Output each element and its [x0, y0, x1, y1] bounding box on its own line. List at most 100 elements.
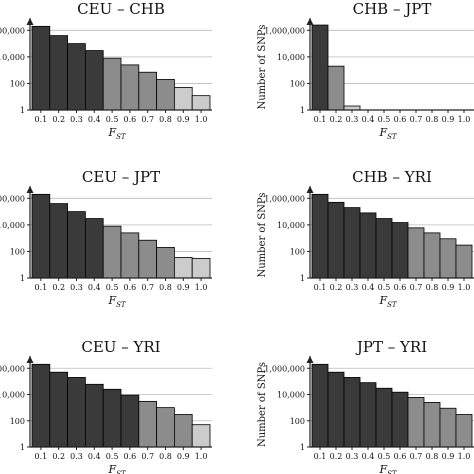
y-axis-arrow — [26, 18, 34, 25]
bar — [173, 87, 193, 111]
x-tick-label: 0.4 — [362, 283, 375, 292]
x-tick-label: 0.2 — [52, 115, 65, 124]
y-tick-label: 100 — [290, 417, 305, 426]
bar — [359, 382, 377, 448]
y-tick-label: 100 — [10, 79, 25, 88]
x-tick-label: 0.6 — [124, 452, 137, 461]
x-tick-label: 0.6 — [124, 115, 137, 124]
y-axis-arrow — [26, 186, 34, 193]
bar — [407, 397, 425, 448]
bar — [391, 391, 409, 448]
y-tick-label: 1,000,000 — [0, 364, 25, 373]
x-tick-label: 0.4 — [362, 452, 375, 461]
x-tick-label: 0.9 — [442, 115, 455, 124]
bar — [156, 79, 175, 111]
y-tick-label: 100 — [290, 247, 305, 256]
y-tick-label: 1 — [20, 106, 25, 115]
x-tick-label: 0.3 — [70, 115, 83, 124]
x-tick-label: 0.4 — [88, 452, 101, 461]
x-tick-label: 0.7 — [410, 115, 423, 124]
x-tick-label: 0.3 — [70, 452, 83, 461]
bar — [85, 218, 104, 279]
x-tick-label: 0.6 — [394, 115, 407, 124]
bar — [359, 212, 377, 279]
x-axis-label: FST — [378, 294, 397, 309]
x-tick-label: 0.5 — [106, 452, 119, 461]
y-tick-label: 1 — [300, 106, 305, 115]
y-tick-label: 1,000,000 — [0, 26, 25, 35]
x-tick-label: 0.1 — [35, 115, 48, 124]
x-tick-label: 0.9 — [177, 115, 190, 124]
x-tick-label: 0.1 — [314, 452, 327, 461]
x-tick-label: 0.4 — [362, 115, 375, 124]
bar — [439, 407, 457, 448]
x-tick-label: 0.9 — [177, 283, 190, 292]
chart-title: CHB – JPT — [353, 0, 432, 18]
bar — [49, 203, 68, 279]
x-tick-label: 0.5 — [106, 283, 119, 292]
bar — [67, 377, 86, 448]
y-tick-label: 1 — [20, 274, 25, 283]
bar — [375, 387, 393, 448]
y-tick-label: 10,000 — [0, 53, 25, 62]
bar — [31, 193, 51, 279]
bar — [49, 371, 68, 448]
x-tick-label: 0.7 — [141, 115, 154, 124]
x-tick-label: 0.9 — [177, 452, 190, 461]
x-axis-label: FST — [107, 294, 126, 309]
y-tick-label: 1 — [300, 274, 305, 283]
chart-panel-6: 1 100 10,000 1,000,000 0.1 0.2 0.3 0.4 0.5 0.6 0.7… — [257, 338, 474, 474]
bar — [423, 232, 441, 279]
bar — [327, 371, 345, 448]
x-tick-label: 0.5 — [378, 115, 391, 124]
x-tick-label: 0.4 — [88, 283, 101, 292]
y-tick-label: 100 — [10, 417, 25, 426]
y-axis-arrow — [306, 186, 314, 193]
chart-panel-2: 1 100 10,000 1,000,000 0.1 0.2 0.3 0.4 0.5 0.6 0.7… — [257, 0, 474, 141]
y-axis-arrow — [306, 356, 314, 363]
x-tick-label: 0.4 — [88, 115, 101, 124]
x-tick-label: 0.2 — [52, 283, 65, 292]
bar — [85, 383, 104, 448]
x-tick-label: 0.1 — [314, 283, 327, 292]
bar — [439, 238, 457, 279]
bar — [327, 201, 345, 279]
x-tick-label: 0.2 — [330, 283, 343, 292]
y-tick-label: 10,000 — [277, 391, 305, 400]
bar — [407, 227, 425, 279]
bar — [455, 414, 473, 448]
x-axis-label: FST — [107, 463, 126, 474]
x-tick-label: 0.5 — [106, 115, 119, 124]
x-tick-label: 0.9 — [442, 452, 455, 461]
x-tick-label: 0.7 — [141, 283, 154, 292]
y-tick-label: 1 — [20, 443, 25, 452]
x-tick-label: 1.0 — [458, 452, 471, 461]
x-tick-label: 0.6 — [124, 283, 137, 292]
x-tick-label: 1.0 — [458, 115, 471, 124]
x-tick-label: 0.2 — [330, 452, 343, 461]
x-tick-label: 0.3 — [346, 283, 359, 292]
bar — [102, 57, 122, 111]
bar — [156, 407, 175, 448]
x-axis-label: FST — [378, 126, 397, 141]
bar — [327, 65, 345, 111]
bar — [173, 257, 193, 279]
chart-panel-4: 1 100 10,000 1,000,000 0.1 0.2 0.3 0.4 0.5 0.6 0.7… — [257, 168, 474, 309]
y-tick-label: 100 — [10, 247, 25, 256]
x-tick-label: 0.1 — [35, 452, 48, 461]
x-tick-label: 1.0 — [195, 283, 208, 292]
x-tick-label: 0.7 — [410, 283, 423, 292]
bar — [343, 377, 361, 448]
chart-title: CEU – YRI — [81, 338, 160, 356]
bar — [31, 363, 51, 448]
bar — [311, 363, 329, 448]
bar — [311, 24, 329, 111]
y-tick-label: 1,000,000 — [264, 194, 305, 203]
bar — [67, 211, 86, 279]
x-tick-label: 0.2 — [330, 115, 343, 124]
x-axis-label: FST — [378, 463, 397, 474]
bar — [31, 25, 51, 111]
bar — [49, 35, 68, 111]
x-tick-label: 0.5 — [378, 452, 391, 461]
